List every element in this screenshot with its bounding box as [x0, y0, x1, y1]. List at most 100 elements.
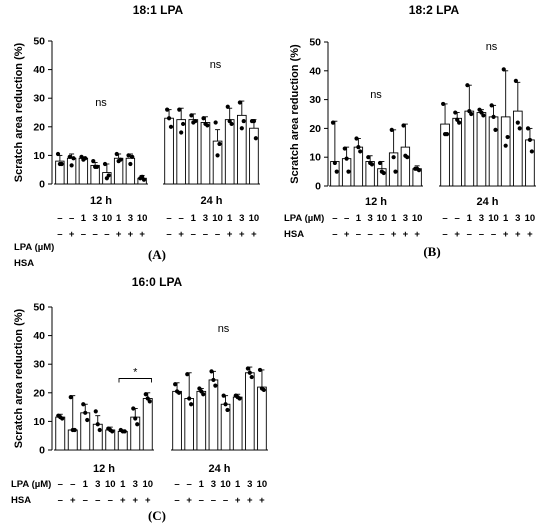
condition-hsa-label: + [227, 229, 233, 240]
bar [244, 372, 255, 451]
condition-hsa-label: + [132, 495, 138, 506]
condition-hsa-label: – [211, 495, 216, 506]
condition-lpa-label: 3 [95, 479, 100, 490]
bar [117, 430, 128, 451]
data-point [529, 149, 534, 154]
data-point [401, 123, 406, 128]
data-point [70, 427, 75, 433]
condition-hsa-label: – [491, 229, 496, 240]
y-tick-label: 10 [309, 152, 321, 164]
data-point [179, 130, 184, 135]
condition-lpa-label: – [332, 213, 337, 224]
data-point [241, 118, 246, 124]
condition-lpa-label: 3 [239, 213, 244, 224]
data-point [187, 396, 192, 401]
bar [55, 416, 66, 451]
significance-annotation: ns [218, 323, 230, 335]
data-point [217, 141, 222, 147]
y-axis-label: Scratch area reduction (%) [13, 308, 25, 448]
y-tick-label: 10 [33, 416, 45, 428]
data-point [93, 164, 98, 169]
significance-star: * [133, 367, 138, 379]
data-point [251, 118, 257, 124]
bar [196, 390, 207, 451]
data-point [344, 156, 349, 161]
condition-hsa-label: + [186, 495, 192, 506]
data-point [85, 417, 90, 423]
data-point [71, 156, 76, 161]
data-point [213, 120, 218, 125]
bar [92, 423, 103, 451]
data-point [168, 124, 174, 129]
y-tick-label: 50 [309, 37, 321, 49]
data-point [467, 109, 472, 114]
data-point [379, 169, 384, 174]
data-point [201, 116, 206, 121]
data-point [455, 117, 460, 122]
condition-lpa-label: – [442, 213, 447, 224]
bar [184, 398, 195, 451]
data-point [174, 389, 180, 394]
chart-title: 18:2 LPA [409, 3, 460, 17]
condition-lpa-label: 1 [391, 213, 397, 224]
row-label-lpa: LPA (µM) [284, 213, 324, 224]
bar [66, 157, 77, 185]
condition-lpa-label: 1 [227, 213, 233, 224]
condition-lpa-label: 1 [81, 213, 87, 224]
data-point [133, 416, 138, 421]
condition-lpa-label: 1 [503, 213, 509, 224]
data-point [126, 153, 131, 158]
panel-label: (A) [148, 247, 166, 262]
condition-hsa-label: + [239, 229, 245, 240]
condition-lpa-label: – [70, 479, 75, 490]
data-point [225, 407, 230, 413]
data-point [130, 154, 135, 159]
data-point [330, 120, 336, 125]
condition-hsa-label: – [442, 229, 447, 240]
data-point [368, 160, 373, 166]
bar [236, 114, 247, 185]
condition-hsa-label: – [332, 229, 337, 240]
condition-hsa-label: + [128, 229, 134, 240]
condition-hsa-label: + [178, 229, 184, 240]
data-point [465, 83, 470, 88]
data-point [55, 151, 61, 157]
data-point [505, 134, 510, 140]
data-point [223, 402, 228, 407]
condition-lpa-label: – [58, 479, 63, 490]
condition-lpa-label: 10 [249, 213, 260, 224]
data-point [95, 422, 100, 427]
condition-hsa-label: – [356, 229, 361, 240]
data-point [377, 160, 383, 166]
condition-lpa-label: – [344, 213, 349, 224]
condition-hsa-label: – [95, 495, 100, 506]
data-point [334, 169, 339, 174]
row-label-hsa: HSA [11, 495, 31, 506]
condition-hsa-label: + [515, 229, 521, 240]
data-point [189, 113, 194, 118]
condition-lpa-label: 3 [128, 213, 133, 224]
data-point [354, 136, 359, 141]
condition-hsa-label: + [139, 229, 145, 240]
data-point [503, 143, 508, 148]
data-point [97, 427, 102, 433]
y-tick-label: 20 [33, 121, 45, 133]
condition-hsa-label: – [83, 495, 88, 506]
row-label-hsa: HSA [284, 229, 304, 240]
condition-lpa-label: 3 [133, 479, 138, 490]
data-point [259, 386, 265, 391]
data-point [453, 110, 458, 115]
data-point [173, 382, 178, 387]
data-point [332, 160, 337, 166]
condition-lpa-label: – [166, 213, 171, 224]
data-point [527, 137, 533, 143]
data-point [165, 107, 170, 112]
data-point [245, 366, 250, 371]
data-point [131, 406, 136, 411]
y-tick-label: 40 [309, 65, 321, 77]
condition-lpa-label: 3 [247, 479, 252, 490]
data-point [181, 121, 186, 127]
y-tick-label: 20 [33, 387, 45, 399]
condition-lpa-label: 10 [102, 213, 113, 224]
condition-hsa-label: + [391, 229, 397, 240]
